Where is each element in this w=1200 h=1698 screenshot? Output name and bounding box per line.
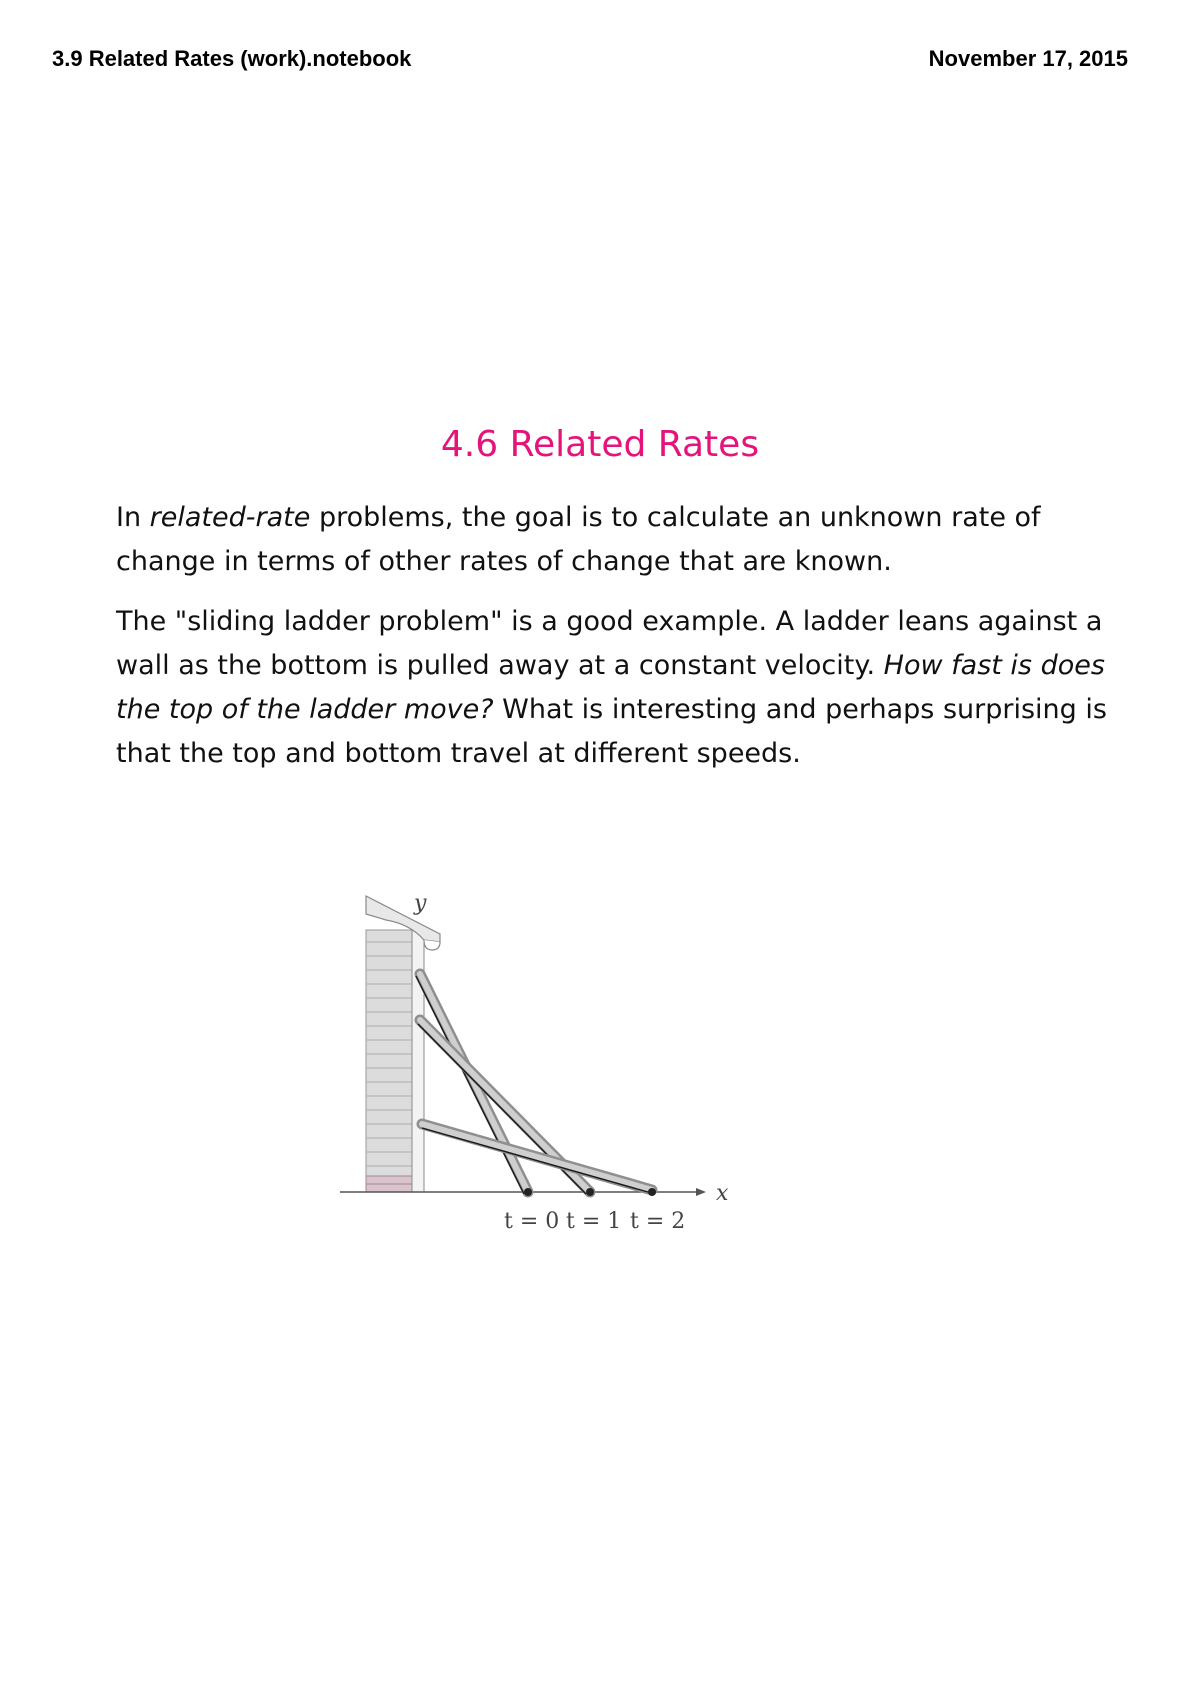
ladder-question-italic: How fast is does the top of the ladder m… <box>116 650 1105 725</box>
x-axis-arrow <box>696 1188 706 1196</box>
notebook-date: November 17, 2015 <box>928 46 1128 71</box>
ladder-t0 <box>414 968 534 1198</box>
time-label-t2: t = 2 <box>630 1209 685 1234</box>
x-axis-label: x <box>716 1181 729 1206</box>
page-header: 3.9 Related Rates (work).notebook Novemb… <box>0 46 1200 76</box>
notebook-title: 3.9 Related Rates (work).notebook <box>52 46 412 71</box>
sliding-ladder-figure: y x t = 0 t = 1 t = 2 <box>340 870 780 1260</box>
intro-text-end: problems, the goal is to calculate an un… <box>116 502 1041 577</box>
intro-term-italic: related-rate <box>149 502 311 533</box>
ladder-t2 <box>416 1118 658 1196</box>
ladder-foot-t2 <box>648 1188 656 1196</box>
ladder-foot-t1 <box>586 1188 594 1196</box>
intro-text-start: In <box>116 502 150 533</box>
house-wall <box>365 929 425 1193</box>
time-label-t0: t = 0 <box>504 1209 559 1234</box>
ladder-text-start: The "sliding ladder problem" is a good e… <box>116 606 1103 681</box>
time-label-t1: t = 1 <box>566 1209 621 1234</box>
ladder-text-end: What is interesting and perhaps surprisi… <box>116 694 1107 769</box>
y-axis-label: y <box>413 891 427 916</box>
ladder-foot-t0 <box>524 1188 532 1196</box>
sliding-ladder-diagram: y x t = 0 t = 1 t = 2 <box>340 891 729 1234</box>
intro-paragraph: In related-rate problems, the goal is to… <box>116 496 1116 584</box>
roof-eave <box>365 895 441 951</box>
section-title: 4.6 Related Rates <box>440 424 760 465</box>
ladder-paragraph: The "sliding ladder problem" is a good e… <box>116 600 1116 776</box>
